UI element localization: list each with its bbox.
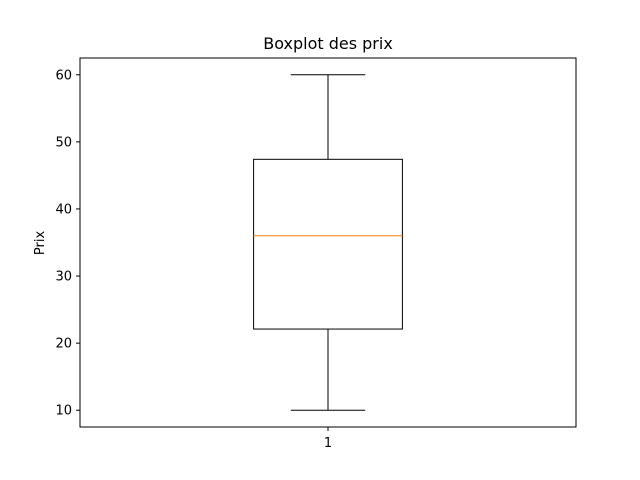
y-tick-label: 50 [55, 135, 72, 150]
y-tick-label: 30 [55, 270, 72, 285]
y-tick-label: 10 [55, 404, 72, 419]
iqr-box [253, 158, 403, 330]
y-tick-label: 20 [55, 337, 72, 352]
y-tick-label: 60 [55, 68, 72, 83]
x-tick-label: 1 [324, 436, 332, 451]
y-tick-label: 40 [55, 202, 72, 217]
chart-title: Boxplot des prix [263, 34, 393, 53]
plot-area: 10 20 30 40 50 60 1 [55, 68, 403, 451]
axes-frame [79, 57, 577, 428]
y-axis-label: Prix [33, 231, 48, 256]
